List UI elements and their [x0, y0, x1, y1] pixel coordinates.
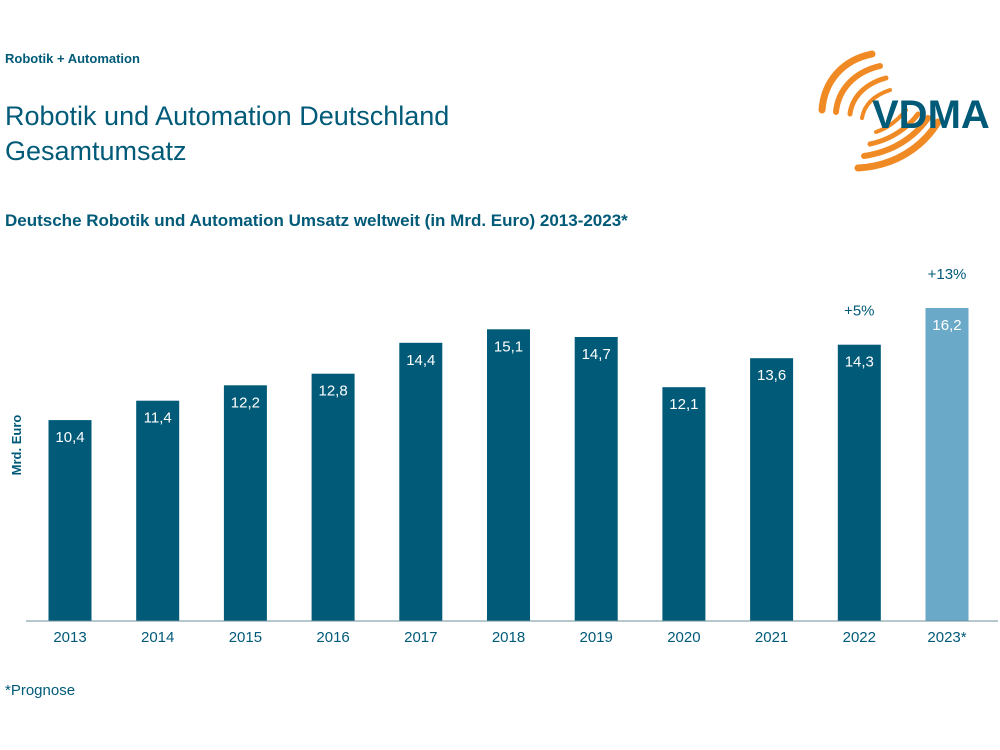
footnote: *Prognose — [5, 682, 76, 699]
bars-group: 10,4 2013 11,4 2014 12,2 2015 12,8 2016 14,4 2017… — [48, 266, 969, 646]
value-label-2018: 15,1 — [494, 338, 523, 355]
section-label: Robotik + Automation — [5, 51, 140, 66]
value-label-2020: 12,1 — [669, 396, 698, 413]
value-label-2014: 11,4 — [144, 410, 172, 427]
value-label-2013: 10,4 — [55, 429, 84, 446]
value-label-2016: 12,8 — [318, 383, 347, 400]
x-tick-label-2021: 2021 — [755, 629, 788, 646]
bar-chart: Mrd. Euro 10,4 2013 11,4 2014 12,2 2015 12,8 20… — [9, 266, 998, 646]
value-label-2017: 14,4 — [406, 352, 435, 369]
growth-annotation-2023: +13% — [928, 266, 967, 283]
vdma-logo-text: VDMA — [872, 93, 990, 137]
page-title-line1: Robotik und Automation Deutschland — [5, 101, 450, 131]
growth-annotation-2022: +5% — [844, 303, 874, 320]
bar-2013 — [48, 420, 92, 621]
bar-2019 — [574, 337, 618, 621]
bar-2021 — [750, 358, 794, 621]
x-tick-label-2017: 2017 — [404, 629, 437, 646]
page-title-line2: Gesamtumsatz — [5, 136, 187, 166]
page-title: Robotik und Automation Deutschland Gesam… — [5, 99, 449, 169]
value-label-2023: 16,2 — [932, 317, 961, 334]
chart-title: Deutsche Robotik und Automation Umsatz w… — [5, 211, 628, 230]
x-tick-label-2020: 2020 — [667, 629, 700, 646]
value-label-2021: 13,6 — [757, 367, 786, 384]
bar-2018 — [487, 329, 530, 621]
bar-2015 — [223, 385, 267, 621]
x-tick-label-2013: 2013 — [53, 629, 86, 646]
x-tick-label-2014: 2014 — [141, 629, 174, 646]
x-tick-label-2016: 2016 — [316, 629, 349, 646]
value-label-2015: 12,2 — [231, 394, 260, 411]
bar-2023 — [925, 308, 969, 621]
vdma-logo: VDMA — [818, 50, 990, 172]
bar-2016 — [311, 373, 355, 621]
x-tick-label-2019: 2019 — [580, 629, 613, 646]
x-tick-label-2018: 2018 — [492, 629, 525, 646]
bar-2022 — [837, 344, 881, 621]
x-tick-label-2023: 2023* — [927, 629, 966, 646]
value-label-2022: 14,3 — [845, 354, 874, 371]
x-tick-label-2022: 2022 — [843, 629, 876, 646]
bar-2014 — [136, 400, 180, 621]
bar-2020 — [662, 387, 706, 621]
x-tick-label-2015: 2015 — [229, 629, 262, 646]
value-label-2019: 14,7 — [582, 346, 611, 363]
bar-2017 — [399, 342, 443, 621]
y-axis-label: Mrd. Euro — [9, 415, 24, 476]
